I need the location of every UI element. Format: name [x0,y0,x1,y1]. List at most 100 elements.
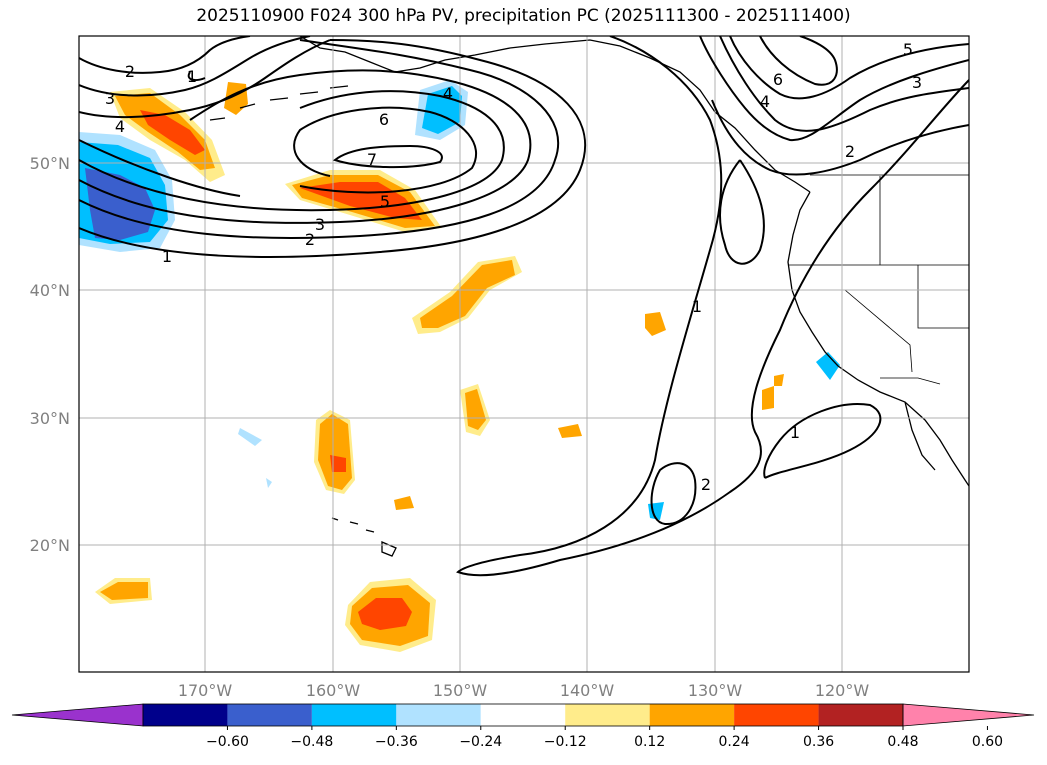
contour-line [79,36,311,97]
map-frame [78,35,970,673]
colorbar-segment [734,704,819,726]
precip-positive-blob2-core [465,389,486,430]
precip-positive-blob4-core [330,455,346,472]
precip-positive-blob5 [394,496,414,510]
precip-positive-blob1 [645,312,666,336]
map-panel: 1 2 3 4 6 7 5 3 2 1 4 1 1 2 6 4 5 3 2 [79,36,969,672]
gridlines [79,36,969,672]
precip-positive-south-core [358,598,412,630]
contour-line [759,36,838,86]
precip-negative-blob4 [266,478,272,488]
contour-label: 3 [105,89,115,108]
pv-contours [79,36,969,577]
contour-line [79,36,251,74]
contour-label: 4 [760,92,770,111]
colorbar-segment [311,704,397,726]
colorbar-segment [480,704,566,726]
colorbar-tick-label: −0.12 [544,734,587,750]
contour-line [79,39,331,119]
colorbar-tick-label: 0.48 [887,734,918,750]
contour-label: 2 [845,142,855,161]
contour-line [79,69,532,224]
north-america-coast [787,191,969,487]
contour-labels: 1 2 3 4 6 7 5 3 2 1 4 1 1 2 6 4 5 3 2 [105,40,922,494]
us-state-borders [788,174,969,385]
precip-negative-gulf-core [422,86,462,134]
contour-line [79,39,560,240]
map-title: 2025110900 F024 300 hPa PV, precipitatio… [196,6,851,26]
lon-label: 160°W [306,681,361,700]
colorbar-segment [143,704,228,726]
contour-label: 6 [773,70,783,89]
colorbar-extend-high [902,703,1035,727]
contour-label: 1 [790,423,800,442]
colorbar-tick-label: −0.48 [290,734,333,750]
contour-label: 5 [903,40,913,59]
contour-label: 1 [692,297,702,316]
lon-label: 140°W [560,681,615,700]
coastlines [209,36,969,557]
contour-line [719,36,969,132]
contour-line [79,90,505,212]
precip-positive-blob6-core [100,582,148,600]
precip-positive-blob8 [774,374,784,386]
contour-line [332,144,443,169]
alaska-coast [299,36,811,193]
contour-line [187,71,206,81]
contour-line [79,39,586,258]
colorbar-extend-low [11,703,144,727]
baja-coast [904,401,936,471]
precip-negative-blob1 [816,352,840,380]
lon-label: 150°W [433,681,488,700]
colorbar-frame [142,703,904,727]
contour-label: 1 [187,67,197,86]
contour-label: 5 [380,192,390,211]
colorbar-tick-label: 0.36 [803,734,834,750]
contour-label: 3 [912,73,922,92]
precip-positive-blob7 [762,386,774,410]
contour-label: 6 [379,110,389,129]
contour-line [711,99,969,176]
colorbar-tick-label: −0.60 [206,734,249,750]
colorbar-segment [227,704,312,726]
contour-line [699,36,969,142]
contour-line [456,36,969,577]
precip-negative-blob3 [238,428,262,446]
contour-line [79,106,478,197]
contour-label: 2 [125,62,135,81]
lat-label: 50°N [30,154,70,173]
contour-line [650,462,697,526]
colorbar-segment [565,704,650,726]
precip-positive-blob3 [558,424,582,438]
colorbar-segment [818,704,903,726]
lat-labels: 50°N 40°N 30°N 20°N [30,154,70,555]
colorbar-segment [649,704,735,726]
colorbar-tick-label: −0.36 [375,734,418,750]
lat-label: 40°N [30,281,70,300]
contour-line [719,159,765,265]
contour-label: 2 [701,475,711,494]
colorbar-tick-label: 0.60 [972,734,1003,750]
contour-label: 4 [443,84,453,103]
colorbar-segment [396,704,481,726]
lat-label: 20°N [30,536,70,555]
precip-positive-40n-core [420,260,515,328]
lat-label: 30°N [30,409,70,428]
contour-label: 2 [305,230,315,249]
contour-line [763,403,882,479]
precip-positive-nw-core [140,110,205,155]
hawaii [331,517,397,557]
lon-label: 170°W [178,681,233,700]
colorbar-tick-label: 0.24 [719,734,750,750]
colorbar: −0.60 −0.48 −0.36 −0.24 −0.12 0.12 0.24 0.36 0.4… [11,703,1035,750]
contour-label: 4 [115,117,125,136]
lon-label: 130°W [688,681,743,700]
contour-label: 7 [367,150,377,169]
lon-label: 120°W [815,681,870,700]
colorbar-tick-label: −0.24 [459,734,502,750]
colorbar-tick-label: 0.12 [634,734,665,750]
contour-line [729,36,969,100]
contour-label: 3 [315,215,325,234]
contour-label: 1 [162,247,172,266]
